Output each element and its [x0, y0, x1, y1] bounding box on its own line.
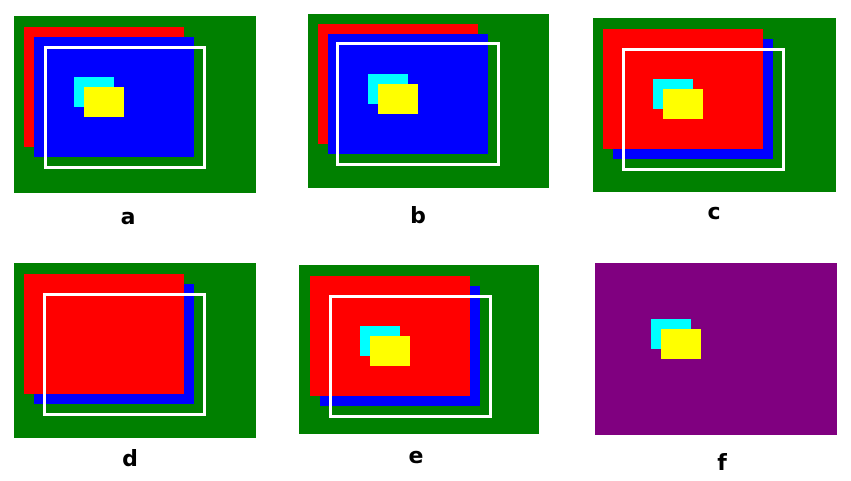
- panel-b-label: b: [410, 204, 426, 229]
- panel-f-label: f: [717, 451, 727, 476]
- panel-b: [308, 14, 549, 188]
- yellow-square: [661, 329, 701, 359]
- panel-c: [593, 18, 836, 192]
- panel-f: [595, 263, 837, 435]
- panel-e: [299, 265, 539, 434]
- white-outline-rectangle: [336, 42, 500, 166]
- white-outline-rectangle: [44, 46, 206, 169]
- panel-a: [14, 16, 256, 193]
- panel-d-label: d: [122, 447, 138, 472]
- yellow-square: [378, 84, 418, 114]
- panel-c-label: c: [707, 200, 721, 225]
- yellow-square: [370, 336, 410, 366]
- panel-e-label: e: [408, 444, 424, 469]
- panel-d: [14, 263, 256, 438]
- white-outline-rectangle: [622, 48, 785, 171]
- panel-a-label: a: [120, 205, 136, 230]
- yellow-square: [663, 89, 703, 119]
- white-outline-rectangle: [329, 295, 492, 418]
- white-outline-rectangle: [43, 293, 206, 416]
- yellow-square: [84, 87, 124, 117]
